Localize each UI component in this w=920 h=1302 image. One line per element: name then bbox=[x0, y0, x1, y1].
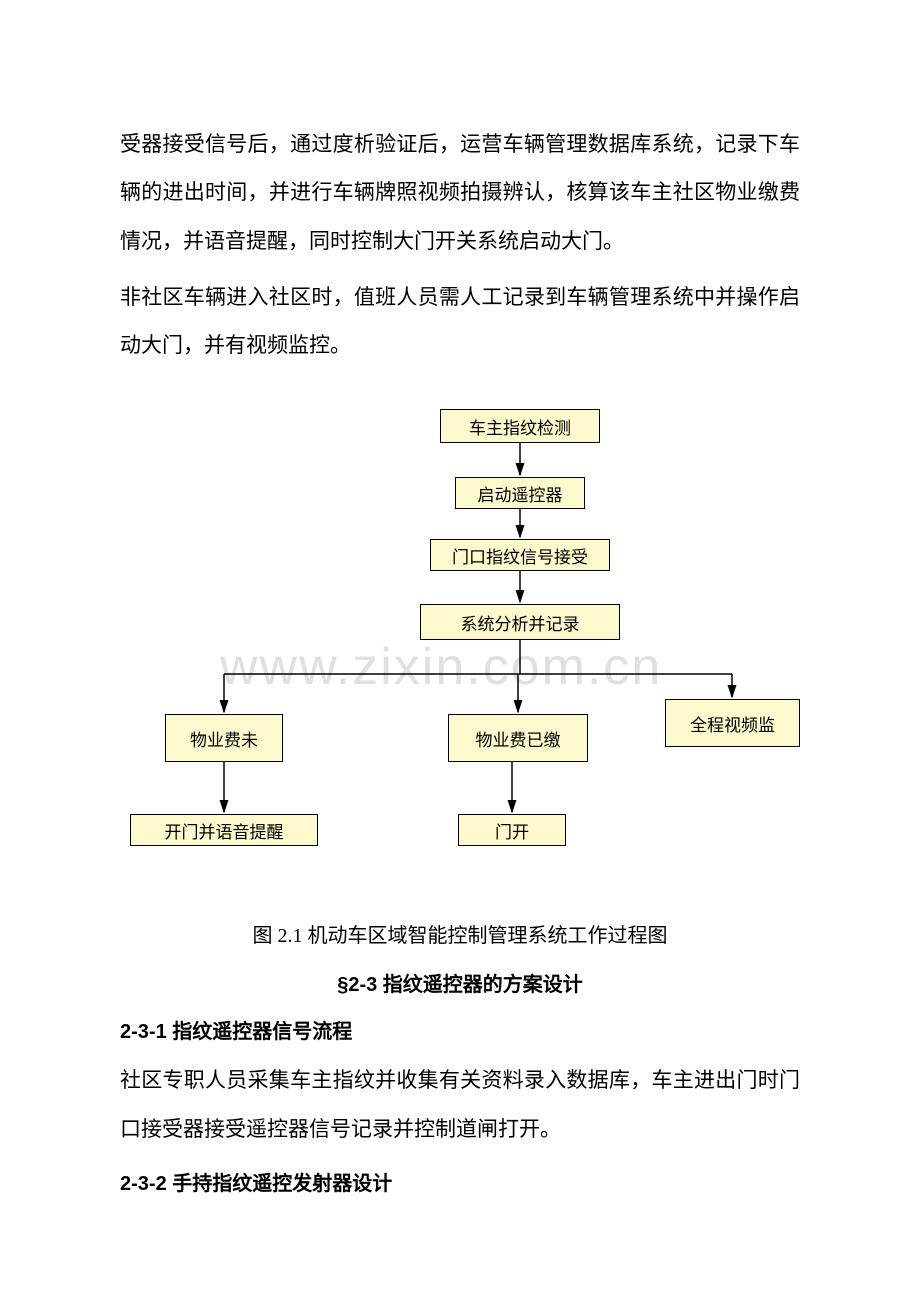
flowchart-container: www.zixin.com.cn 车主指纹检测 启动遥控器 门口指纹信号接受 系… bbox=[120, 399, 800, 879]
flow-node-fingerprint-detect: 车主指纹检测 bbox=[440, 409, 600, 443]
flow-node-fee-paid: 物业费已缴 bbox=[448, 714, 588, 762]
flow-node-start-remote: 启动遥控器 bbox=[455, 477, 585, 509]
paragraph-3: 社区专职人员采集车主指纹并收集有关资料录入数据库，车主进出门时门口接受器接受遥控… bbox=[120, 1056, 800, 1153]
paragraph-2: 非社区车辆进入社区时，值班人员需人工记录到车辆管理系统中并操作启动大门，并有视频… bbox=[120, 273, 800, 370]
section-title-2-3: §2-3 指纹遥控器的方案设计 bbox=[120, 968, 800, 997]
flow-node-door-open: 门开 bbox=[458, 814, 566, 846]
subsection-2-3-1: 2-3-1 指纹遥控器信号流程 bbox=[120, 1015, 800, 1044]
flow-node-open-voice-remind: 开门并语音提醒 bbox=[130, 814, 318, 846]
paragraph-1: 受器接受信号后，通过度析验证后，运营车辆管理数据库系统，记录下车辆的进出时间，并… bbox=[120, 120, 800, 265]
figure-caption: 图 2.1 机动车区域智能控制管理系统工作过程图 bbox=[120, 919, 800, 948]
subsection-2-3-2: 2-3-2 手持指纹遥控发射器设计 bbox=[120, 1167, 800, 1196]
flow-node-signal-receive: 门口指纹信号接受 bbox=[430, 539, 610, 571]
flow-node-video-monitor: 全程视频监 bbox=[665, 699, 800, 747]
flow-node-fee-unpaid: 物业费未 bbox=[165, 714, 283, 762]
flow-node-analyze-record: 系统分析并记录 bbox=[420, 604, 620, 640]
